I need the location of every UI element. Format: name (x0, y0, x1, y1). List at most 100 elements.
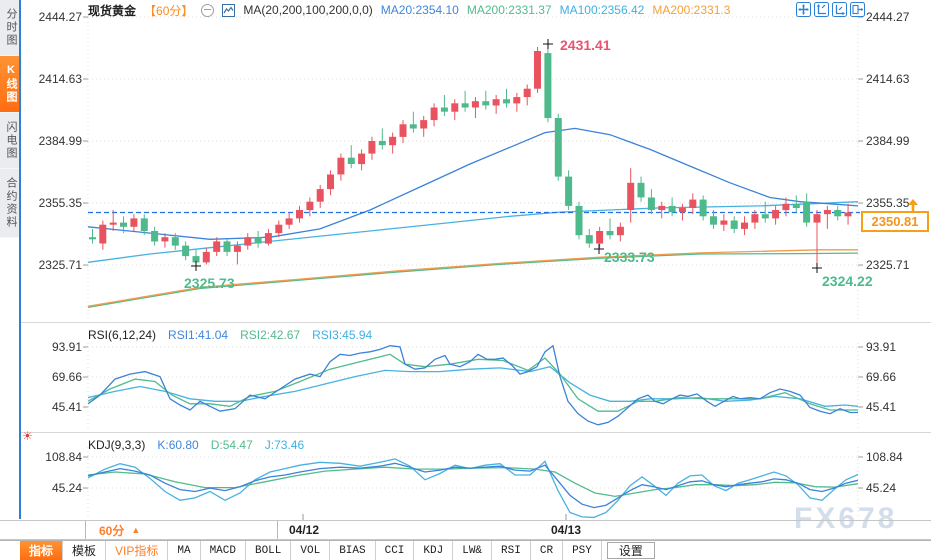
candle[interactable] (306, 201, 314, 211)
axis-scale-right-icon[interactable] (832, 2, 847, 17)
axis-scale-up-icon[interactable] (814, 2, 829, 17)
candle[interactable] (399, 124, 407, 137)
candle[interactable] (782, 203, 790, 211)
candle[interactable] (171, 237, 179, 246)
candle[interactable] (254, 237, 262, 244)
candle[interactable] (585, 235, 593, 244)
candle[interactable] (534, 51, 541, 89)
candle[interactable] (637, 182, 645, 198)
toolbar-tab-cn-2[interactable]: VIP指标 (106, 541, 169, 560)
candle[interactable] (503, 99, 510, 104)
candle[interactable] (823, 210, 831, 215)
candle[interactable] (182, 245, 190, 257)
candle[interactable] (120, 222, 127, 227)
candle[interactable] (554, 118, 562, 177)
candle[interactable] (264, 233, 272, 244)
indicator-chart-icon[interactable] (222, 3, 236, 17)
candle[interactable] (544, 53, 552, 118)
candle[interactable] (358, 153, 366, 165)
candle[interactable] (761, 214, 769, 219)
toolbar-tab-cn-0[interactable]: 指标 (20, 541, 64, 560)
toolbar-tab-lw[interactable]: LW& (453, 541, 493, 560)
candle[interactable] (451, 103, 459, 112)
candle[interactable] (327, 174, 334, 190)
candle[interactable] (606, 231, 614, 236)
candle[interactable] (378, 141, 386, 146)
toolbar-tab-boll[interactable]: BOLL (246, 541, 292, 560)
candle[interactable] (430, 107, 438, 121)
toolbar-tab-cn-14[interactable]: 设置 (606, 542, 655, 559)
timeframe-selector[interactable]: 60分 ▲ (85, 521, 278, 539)
candle[interactable] (492, 99, 500, 106)
candle[interactable] (296, 210, 303, 219)
candle[interactable] (792, 203, 800, 208)
rsi-settings-label[interactable]: RSI(6,12,24) (88, 328, 157, 342)
toolbar-tab-cci[interactable]: CCI (376, 541, 415, 560)
toolbar-tab-macd[interactable]: MACD (201, 541, 246, 560)
candle[interactable] (275, 224, 283, 234)
candle[interactable] (337, 157, 345, 175)
ma-settings-label[interactable]: MA(20,200,100,200,0,0) (243, 3, 373, 17)
candle[interactable] (316, 189, 324, 202)
candle[interactable] (130, 218, 138, 227)
candle[interactable] (844, 212, 852, 217)
candle[interactable] (161, 237, 169, 242)
candle[interactable] (89, 237, 96, 240)
candle[interactable] (420, 120, 428, 129)
sidebar-item-1[interactable]: K线图 (0, 56, 19, 113)
candle[interactable] (244, 237, 252, 246)
candle[interactable] (471, 101, 479, 108)
candle[interactable] (710, 216, 717, 225)
candle[interactable] (461, 103, 469, 108)
collapse-icon[interactable] (201, 3, 215, 17)
candle[interactable] (347, 157, 355, 164)
candle[interactable] (233, 245, 241, 252)
candle[interactable] (596, 231, 604, 244)
candle[interactable] (565, 176, 573, 206)
candle[interactable] (99, 224, 107, 244)
candle[interactable] (699, 199, 707, 217)
candle[interactable] (285, 218, 293, 225)
candle[interactable] (523, 88, 531, 98)
toolbar-tab-psy[interactable]: PSY (563, 541, 602, 560)
candle[interactable] (389, 136, 397, 146)
candle[interactable] (647, 197, 655, 211)
candle[interactable] (140, 218, 148, 231)
toolbar-tab-vol[interactable]: VOL (291, 541, 331, 560)
toolbar-tab-ma[interactable]: MA (168, 541, 201, 560)
toolbar-tab-bias[interactable]: BIAS (330, 541, 376, 560)
candle[interactable] (720, 220, 728, 225)
candle[interactable] (440, 107, 448, 112)
kdj-settings-label[interactable]: KDJ(9,3,3) (88, 438, 146, 452)
candle[interactable] (482, 101, 490, 106)
toolbar-tab-cn-1[interactable]: 模板 (63, 541, 107, 560)
candle[interactable] (678, 207, 686, 213)
candle[interactable] (616, 226, 624, 236)
candle[interactable] (409, 124, 417, 129)
candle[interactable] (192, 256, 200, 263)
collapse-panel-icon[interactable] (850, 2, 865, 17)
sidebar-item-3[interactable]: 合约资料 (0, 169, 19, 238)
sidebar-item-2[interactable]: 闪电图 (0, 113, 19, 169)
pan-move-icon[interactable] (796, 2, 811, 17)
candle[interactable] (730, 220, 738, 229)
candle[interactable] (368, 141, 376, 154)
candle[interactable] (223, 241, 231, 252)
toolbar-tab-kdj[interactable]: KDJ (414, 541, 454, 560)
toolbar-tab-rsi[interactable]: RSI (492, 541, 531, 560)
candle[interactable] (151, 231, 159, 242)
candle[interactable] (202, 251, 210, 263)
candle[interactable] (575, 205, 583, 236)
candle[interactable] (834, 210, 842, 217)
candle[interactable] (813, 214, 821, 223)
sidebar-item-0[interactable]: 分时图 (0, 0, 19, 56)
candle[interactable] (109, 222, 117, 225)
candle[interactable] (658, 205, 666, 211)
candle[interactable] (689, 199, 697, 208)
candle[interactable] (627, 182, 635, 210)
candle[interactable] (668, 205, 676, 213)
candle[interactable] (772, 210, 780, 219)
toolbar-tab-cr[interactable]: CR (531, 541, 564, 560)
candle[interactable] (513, 97, 521, 104)
